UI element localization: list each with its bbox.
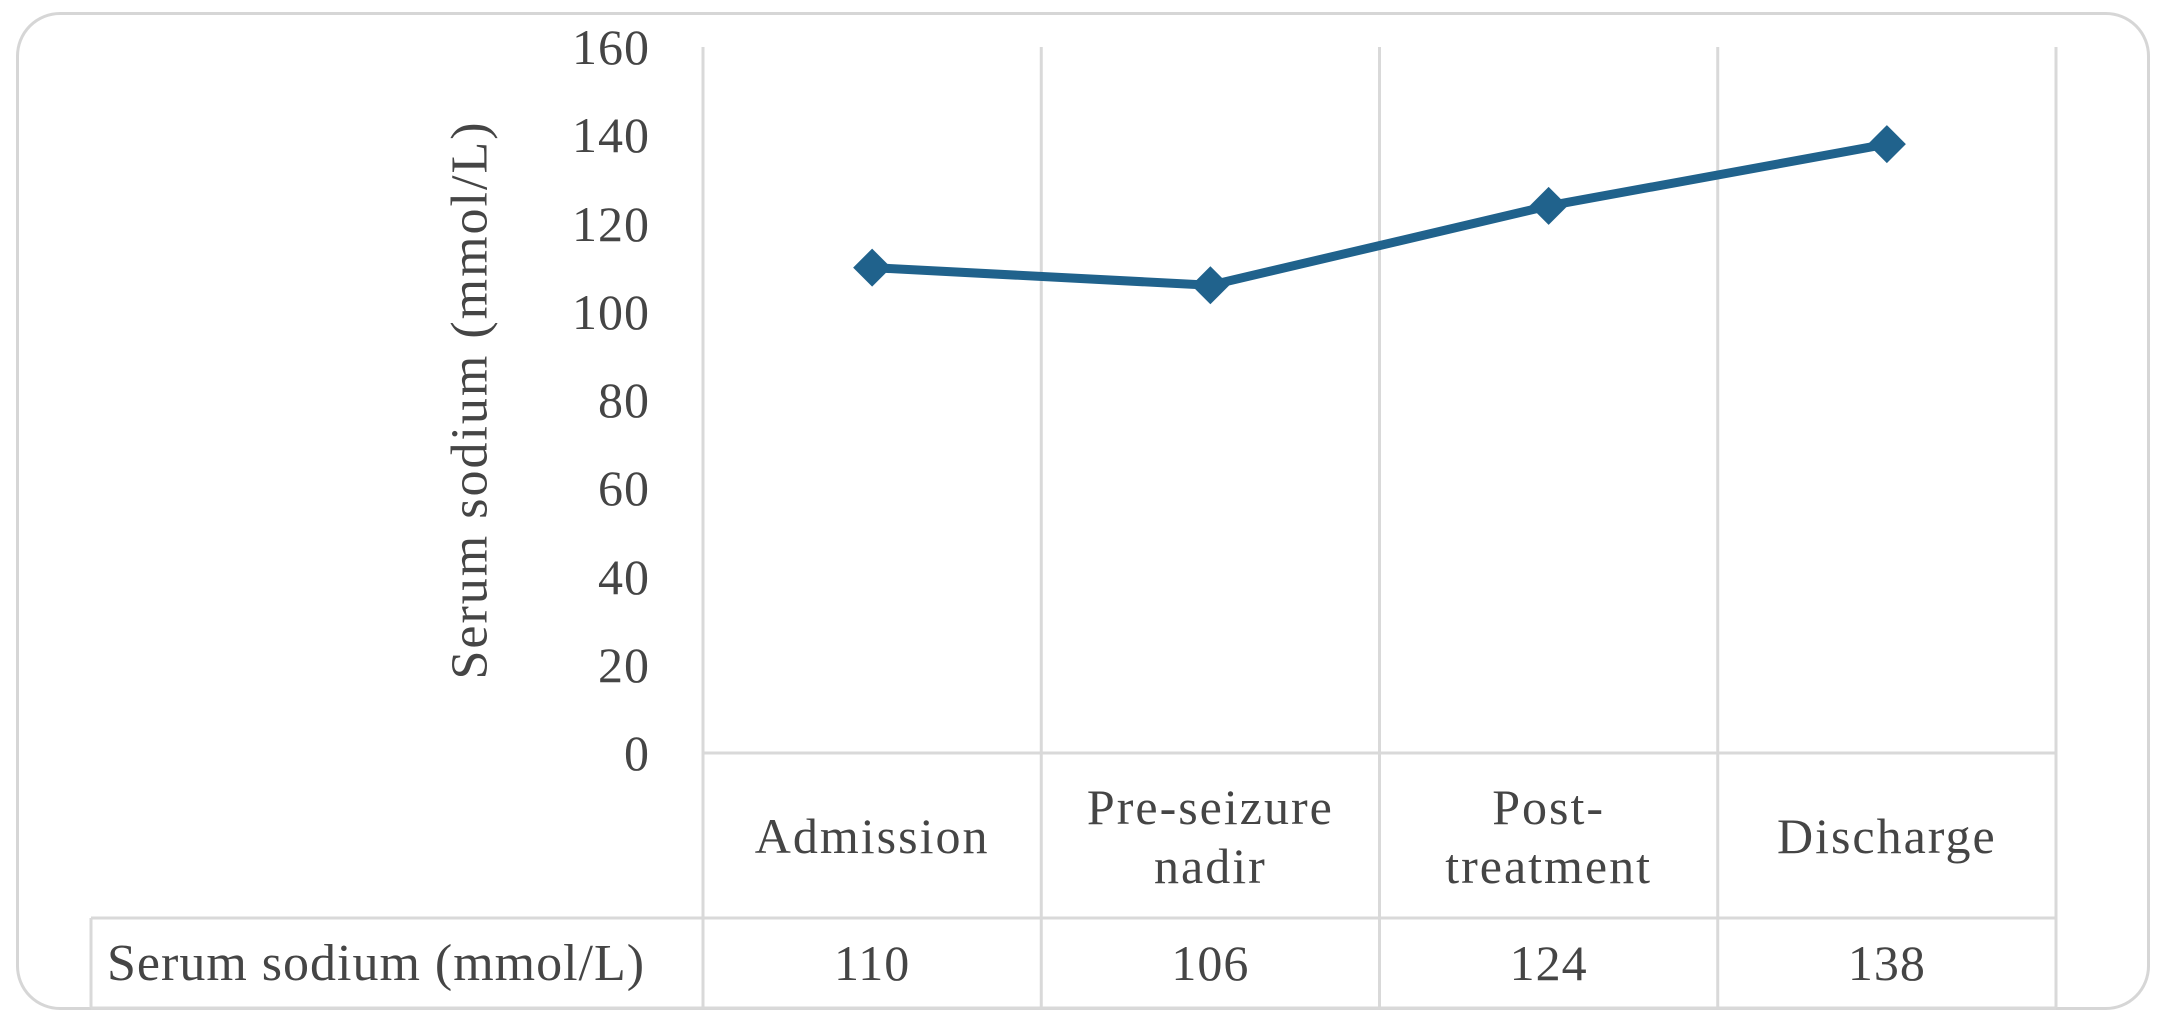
data-point-marker (1867, 125, 1906, 164)
y-tick-label: 0 (624, 725, 650, 781)
data-point-marker (1191, 266, 1230, 305)
series-line (867, 139, 1892, 290)
x-category-label: Post-treatment (1445, 778, 1653, 894)
x-category-label: Pre-seizure nadir (1086, 778, 1334, 894)
x-category-label: Discharge (1776, 808, 1997, 864)
y-tick-label: 160 (572, 19, 650, 75)
table-value-cell: 106 (1171, 935, 1250, 991)
y-tick-label: 120 (572, 195, 650, 252)
y-tick-label: 20 (598, 636, 650, 693)
y-tick-label: 100 (572, 283, 650, 340)
table-value-cell: 124 (1509, 935, 1588, 991)
y-tick-label: 40 (598, 548, 650, 605)
figure-border-frame (16, 12, 2150, 1010)
data-table-row-label: Serum sodium (mmol/L) (107, 934, 646, 992)
table-value-cell: 110 (834, 935, 911, 991)
y-tick-label: 80 (598, 372, 650, 428)
x-category-label: Admission (754, 808, 990, 864)
y-tick-label: 140 (572, 107, 650, 164)
data-point-marker (1529, 186, 1568, 225)
table-value-cell: 138 (1847, 935, 1926, 991)
y-tick-label: 60 (598, 460, 650, 517)
data-point-marker (853, 248, 892, 287)
